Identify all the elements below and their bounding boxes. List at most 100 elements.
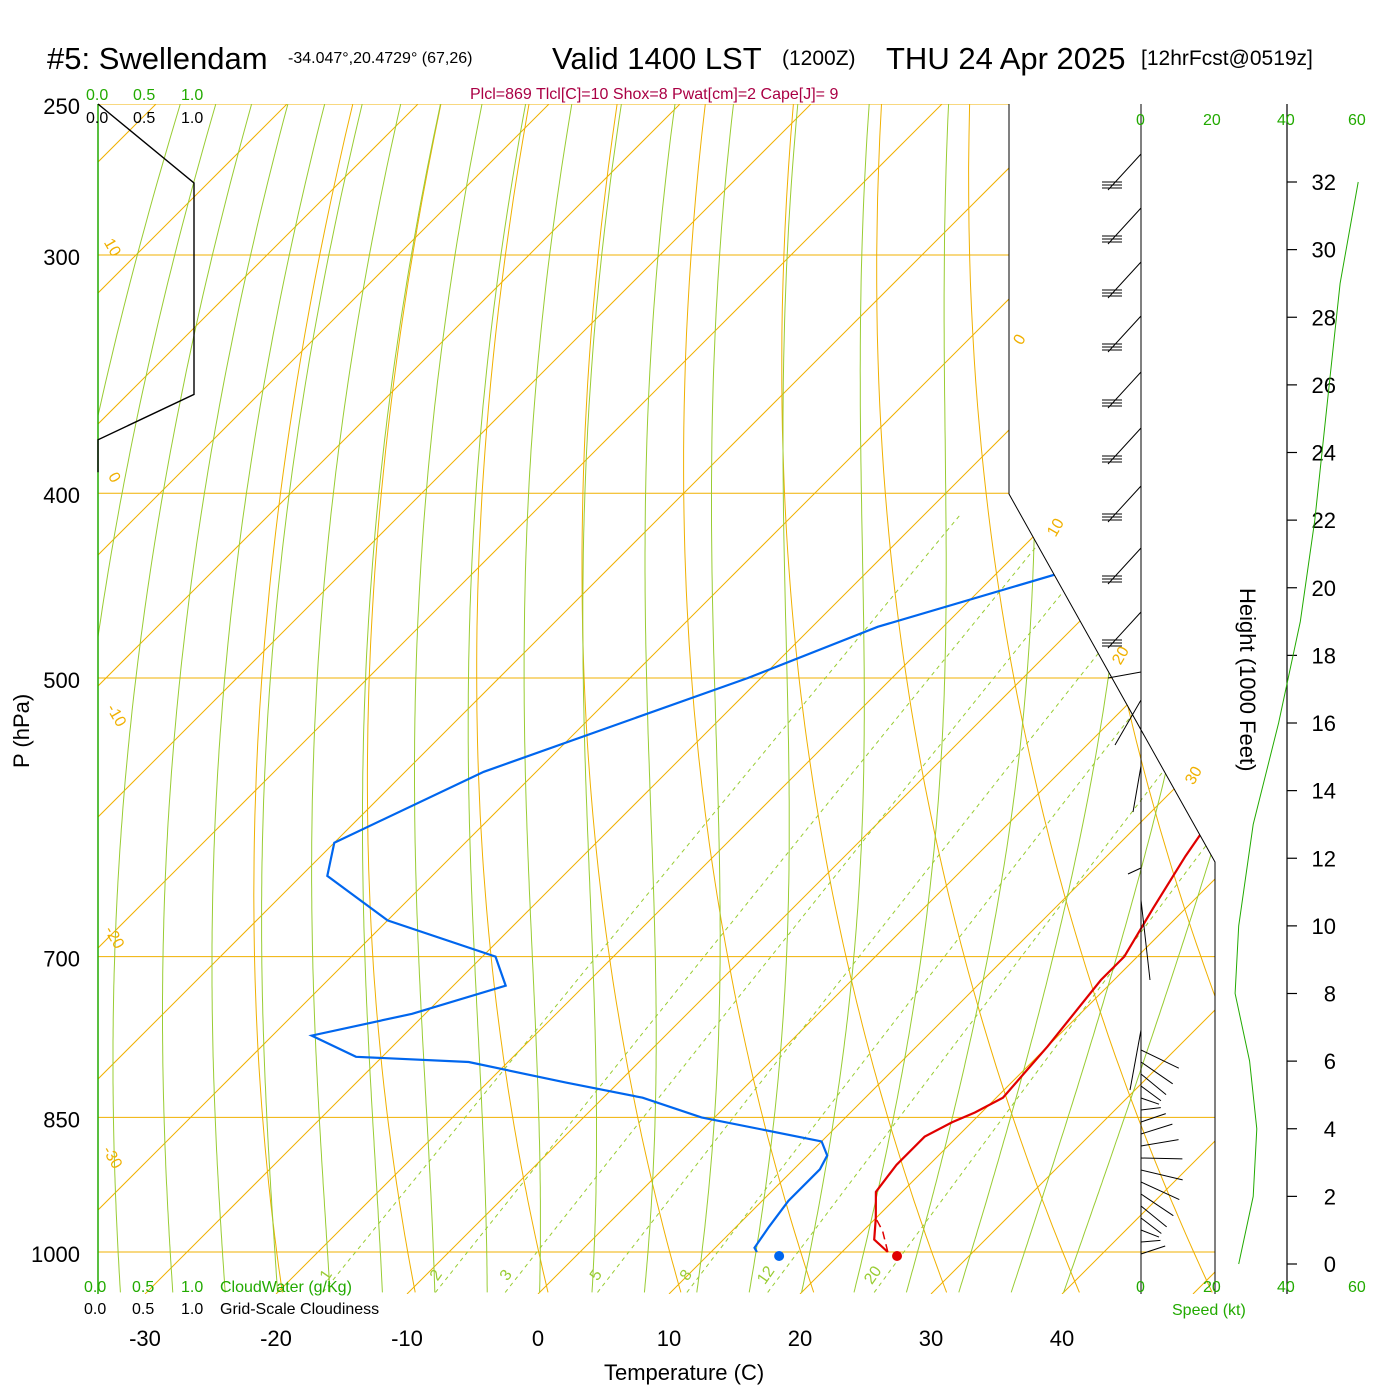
wind-speed-profile-line [1234,181,1359,1265]
wind-barb-staff [1107,153,1142,191]
isotherm-label: -20 [101,923,127,952]
isotherm-line [668,104,1215,1294]
temperature-tick-label: 40 [1050,1326,1074,1351]
moist-adiabat-line [98,104,217,1293]
wind-barb-staff [1140,1229,1160,1238]
height-tick-label: 10 [1312,914,1336,939]
pressure-tick-label: 1000 [31,1242,80,1267]
height-tick-label: 8 [1324,982,1336,1007]
dry-adiabat-line [581,104,682,1293]
cloud-bottom-ticks: 0.0 0.5 1.0 CloudWater (g/Kg) 0.0 0.5 1.… [84,1279,379,1318]
height-tick-label: 4 [1324,1117,1336,1142]
pressure-tick-label: 300 [43,245,80,270]
moist-adiabat-line [261,104,363,1293]
wind-barb-staff [1140,1073,1167,1095]
mixing-ratio-label: 2 [427,1267,446,1284]
isotherm-line [275,104,1215,1294]
moist-adiabat-line [1063,104,1215,1293]
height-tick-label: 16 [1312,711,1336,736]
pressure-tick-label: 500 [43,668,80,693]
height-tick-label: 6 [1324,1049,1336,1074]
height-tick-label: 28 [1312,305,1336,330]
isotherm-label: 0 [1011,332,1030,348]
moist-adiabat-line [582,104,622,1293]
cloud-top-green-tick: 0.0 [86,87,108,104]
cloud-bottom-green-tick: 0.0 [84,1279,106,1296]
station-title: #5: Swellendam [47,41,268,76]
isotherm-line [98,104,681,1294]
height-axis-label: Height (1000 Feet) [1235,588,1260,771]
temperature-tick-label: 10 [657,1326,681,1351]
cloud-top-green-tick: 0.5 [133,87,155,104]
wind-barb-staff [1140,899,1151,981]
temperature-tick-label: 0 [532,1326,544,1351]
dry-adiabat-line [968,104,1213,1293]
speed-bottom-tick: 0 [1136,1279,1145,1296]
wind-barb-staff [1107,371,1142,409]
temperature-tick-label: 20 [788,1326,812,1351]
moist-adiabat-line [801,104,870,1293]
wind-barb-staff [1140,1217,1162,1234]
parcel-trace [875,1217,889,1253]
pressure-tick-label: 250 [43,94,80,119]
moist-adiabat-line [643,104,676,1293]
mixing-ratio-label: 12 [754,1263,778,1287]
pressure-tick-label: 700 [43,947,80,972]
wind-barb-staff [1140,1061,1173,1085]
station-coords: -34.047°,20.4729° (67,26) [288,50,472,67]
height-tick-label: 18 [1312,643,1336,668]
isotherm-label: 0 [104,470,123,486]
dry-adiabat-line [1144,104,1215,1293]
wind-barb-staff [1107,261,1142,299]
height-tick-label: 2 [1324,1184,1336,1209]
height-tick-label: 26 [1312,373,1336,398]
isotherm-line [98,104,812,1294]
isotherm-line [98,104,943,1294]
isotherm-label: 30 [1182,764,1206,788]
wind-barb-staff [1140,1085,1162,1102]
pressure-axis-label: P (hPa) [9,694,34,768]
dry-adiabat-line [1057,104,1215,1293]
cloud-bottom-black-tick: 0.0 [84,1301,106,1318]
isotherm-label: 20 [1109,644,1133,668]
temperature-tick-label: -10 [391,1326,423,1351]
wind-barb-staff [1140,1113,1166,1123]
cloud-top-green-tick: 1.0 [181,87,203,104]
wind-barb-staff [1140,1239,1161,1243]
isotherm-line [98,104,550,1294]
diagram-right-border [1008,104,1216,1294]
wind-barb-staff [1107,611,1142,649]
isotherm-line [1324,104,1400,1294]
temperature-axis-labels: -30 -20 -10 0 10 20 30 40 [129,1326,1074,1351]
wind-barb-staff [1140,1205,1167,1228]
dry-adiabat-line [876,104,1080,1293]
valid-time: Valid 1400 LST [552,41,762,76]
wind-barb-staff [1107,427,1142,465]
speed-axis-label: Speed (kt) [1172,1302,1246,1319]
isotherm-line [1192,104,1215,1294]
forecast-info: [12hrFcst@0519z] [1141,47,1313,70]
zulu-time: (1200Z) [782,47,856,70]
temperature-tick-label: -30 [129,1326,161,1351]
wind-barb-staff [1140,1139,1179,1147]
pressure-tick-label: 850 [43,1107,80,1132]
moist-adiabat-line [112,104,253,1293]
isotherm-label: 10 [100,236,124,260]
moist-adiabat-line [748,104,799,1293]
dry-adiabat-line [366,104,449,1293]
cloud-top-ticks: 0.0 0.5 1.0 0.0 0.5 1.0 [86,87,203,127]
cloud-top-black-tick: 0.5 [133,110,155,127]
height-tick-label: 14 [1312,779,1336,804]
cloudiness-label: Grid-Scale Cloudiness [220,1301,379,1318]
wind-barb-staff [1140,1181,1180,1201]
isotherm-line [406,104,1215,1294]
cloud-bottom-black-tick: 1.0 [181,1301,203,1318]
moist-adiabat-line [98,104,181,1293]
mixing-ratio-label: 20 [861,1263,885,1287]
moist-adiabat-line [362,104,441,1293]
wind-barb-staff [1107,547,1142,585]
cloudwater-label: CloudWater (g/Kg) [220,1279,352,1296]
cloud-top-black-tick: 0.0 [86,110,108,127]
mixing-ratio-line [767,513,1215,1293]
